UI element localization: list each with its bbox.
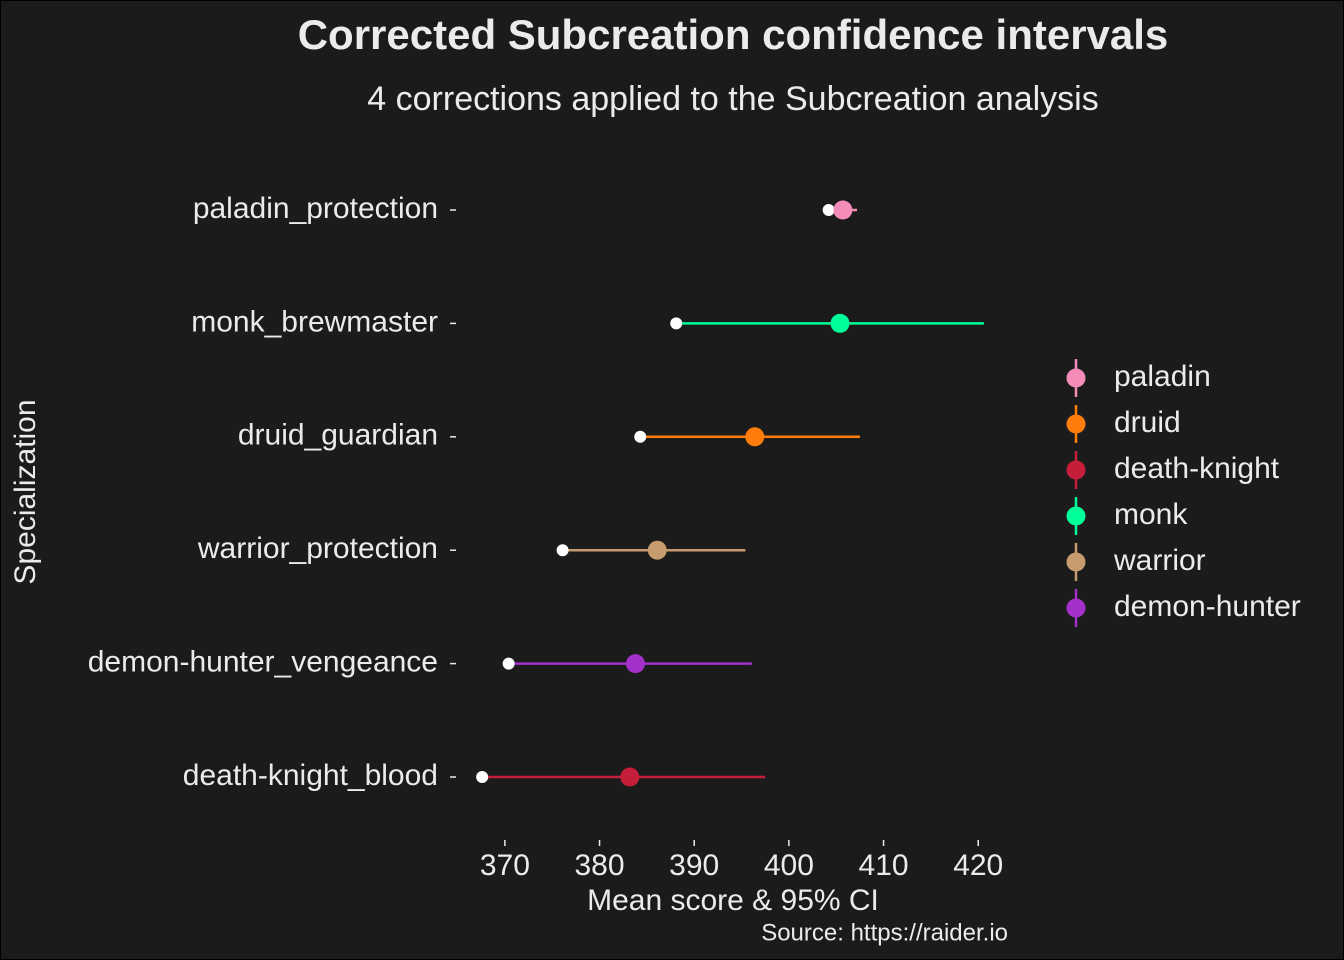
legend-label: demon-hunter: [1114, 590, 1301, 623]
mean-point: [830, 313, 850, 333]
lower-point: [502, 657, 515, 670]
y-tick-label: demon-hunter_vengeance: [88, 646, 438, 679]
legend-key: [1066, 552, 1086, 572]
y-tick-label: paladin_protection: [193, 192, 438, 225]
mean-point: [626, 654, 646, 674]
legend-label: death-knight: [1114, 452, 1280, 485]
lower-point: [822, 204, 835, 216]
legend-key: [1066, 506, 1086, 526]
y-axis-label: Specialization: [9, 399, 42, 584]
legend-label: monk: [1114, 498, 1188, 531]
mean-point: [745, 427, 765, 447]
legend-label: druid: [1114, 406, 1181, 439]
lower-point: [634, 430, 647, 443]
y-tick-label: death-knight_blood: [183, 759, 438, 792]
legend-key: [1066, 598, 1086, 618]
mean-point: [620, 767, 640, 787]
mean-point: [647, 540, 667, 560]
legend-key: [1066, 414, 1086, 434]
chart-subtitle: 4 corrections applied to the Subcreation…: [367, 80, 1098, 118]
y-tick-label: monk_brewmaster: [191, 305, 438, 338]
x-tick-label: 370: [480, 849, 530, 882]
chart-title: Corrected Subcreation confidence interva…: [298, 11, 1169, 58]
x-tick-label: 390: [669, 849, 719, 882]
legend-label: paladin: [1114, 360, 1211, 393]
legend-key: [1066, 368, 1086, 388]
x-tick-label: 420: [953, 849, 1003, 882]
x-tick-label: 400: [764, 849, 814, 882]
legend-label: warrior: [1113, 544, 1206, 577]
x-tick-label: 410: [859, 849, 909, 882]
lower-point: [556, 544, 569, 557]
legend-key: [1066, 460, 1086, 480]
mean-point: [833, 200, 853, 220]
y-tick-label: warrior_protection: [197, 532, 438, 565]
lower-point: [670, 317, 683, 330]
lower-point: [476, 771, 489, 783]
x-tick-label: 380: [575, 849, 625, 882]
caption: Source: https://raider.io: [761, 919, 1008, 946]
y-tick-label: druid_guardian: [238, 419, 438, 452]
x-axis-label: Mean score & 95% CI: [587, 884, 879, 917]
